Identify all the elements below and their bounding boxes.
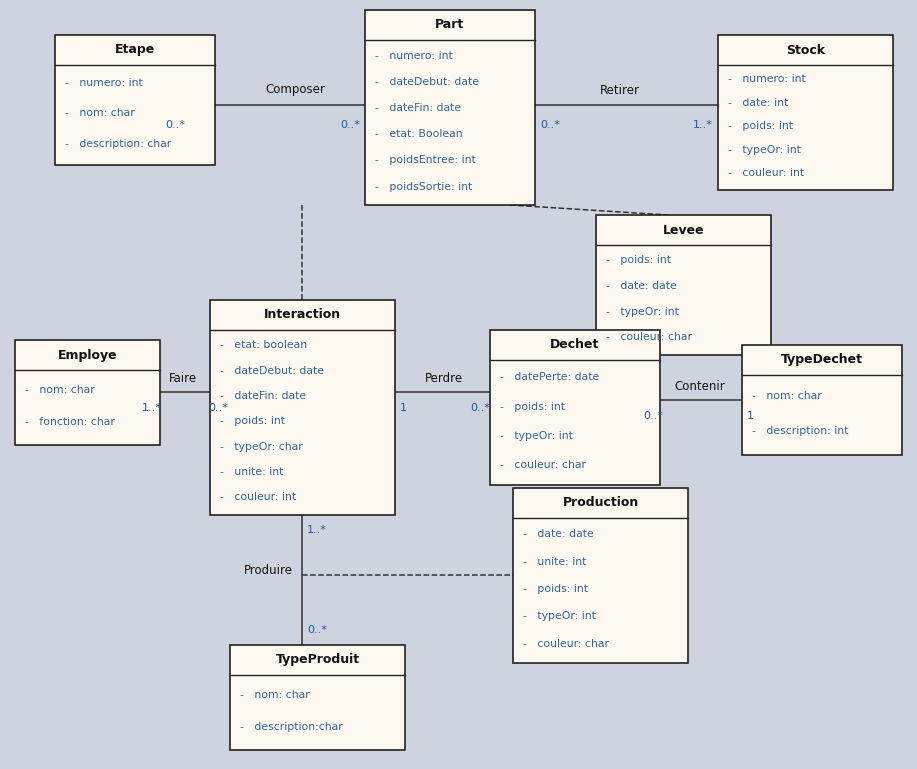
FancyBboxPatch shape (742, 345, 902, 455)
Text: -   numero: int: - numero: int (375, 51, 453, 61)
Text: Part: Part (436, 18, 465, 32)
Text: -   date: int: - date: int (728, 98, 789, 108)
Text: Perdre: Perdre (425, 371, 463, 384)
Text: 0..*: 0..* (540, 120, 560, 130)
Text: -   couleur: int: - couleur: int (728, 168, 804, 178)
FancyBboxPatch shape (365, 10, 535, 205)
Text: -   description: int: - description: int (752, 426, 848, 436)
Text: -   dateFin: date: - dateFin: date (375, 103, 461, 113)
Text: 1: 1 (746, 411, 754, 421)
Text: Contenir: Contenir (675, 379, 725, 392)
Text: -   couleur: char: - couleur: char (523, 639, 609, 649)
Text: Dechet: Dechet (550, 338, 600, 351)
FancyBboxPatch shape (210, 300, 395, 515)
Text: -   date: date: - date: date (523, 529, 593, 539)
Text: -   dateDebut: date: - dateDebut: date (220, 365, 324, 375)
Text: -   etat: boolean: - etat: boolean (220, 340, 307, 350)
Text: -   dateFin: date: - dateFin: date (220, 391, 306, 401)
Text: -   poids: int: - poids: int (523, 584, 588, 594)
FancyBboxPatch shape (15, 340, 160, 445)
Text: -   nom: char: - nom: char (25, 384, 94, 394)
Text: 0..*: 0..* (165, 120, 185, 130)
Text: Produire: Produire (244, 564, 293, 577)
Text: 0..*: 0..* (643, 411, 663, 421)
Text: 0..*: 0..* (470, 403, 490, 413)
Text: 0..*: 0..* (340, 120, 360, 130)
Text: -   description:char: - description:char (240, 722, 343, 732)
Text: -   description: char: - description: char (65, 138, 171, 148)
Text: Stock: Stock (786, 44, 825, 56)
Text: Retirer: Retirer (600, 84, 640, 96)
FancyBboxPatch shape (718, 35, 893, 190)
Text: -   nom: char: - nom: char (240, 690, 310, 700)
FancyBboxPatch shape (596, 215, 771, 355)
Text: -   datePerte: date: - datePerte: date (500, 372, 599, 382)
FancyBboxPatch shape (513, 488, 688, 663)
Text: 1..*: 1..* (307, 525, 327, 535)
Text: -   typeOr: char: - typeOr: char (220, 441, 303, 451)
Text: -   poids: int: - poids: int (220, 416, 285, 426)
Text: -   poids: int: - poids: int (606, 255, 671, 265)
Text: -   etat: Boolean: - etat: Boolean (375, 129, 462, 139)
Text: -   typeOr: int: - typeOr: int (728, 145, 801, 155)
Text: -   poidsEntree: int: - poidsEntree: int (375, 155, 476, 165)
Text: -   typeOr: int: - typeOr: int (500, 431, 573, 441)
Text: -   unite: int: - unite: int (220, 467, 283, 477)
Text: -   poids: int: - poids: int (500, 401, 565, 411)
Text: -   couleur: char: - couleur: char (500, 460, 586, 470)
Text: -   date: date: - date: date (606, 281, 677, 291)
Text: 0..*: 0..* (208, 403, 228, 413)
Text: 1..*: 1..* (693, 120, 713, 130)
Text: -   numero: int: - numero: int (65, 78, 143, 88)
FancyBboxPatch shape (230, 645, 405, 750)
Text: 0..*: 0..* (307, 625, 327, 635)
Text: 1: 1 (400, 403, 406, 413)
Text: Faire: Faire (169, 371, 197, 384)
Text: -   fonction: char: - fonction: char (25, 417, 115, 427)
Text: -   typeOr: int: - typeOr: int (606, 307, 679, 317)
Text: -   typeOr: int: - typeOr: int (523, 611, 596, 621)
Text: -   poidsSortie: int: - poidsSortie: int (375, 181, 472, 191)
Text: Interaction: Interaction (264, 308, 341, 321)
Text: -   couleur: char: - couleur: char (606, 332, 692, 342)
Text: -   numero: int: - numero: int (728, 74, 806, 84)
Text: -   nom: char: - nom: char (65, 108, 135, 118)
Text: -   nom: char: - nom: char (752, 391, 822, 401)
Text: Employe: Employe (58, 348, 117, 361)
Text: -   couleur: int: - couleur: int (220, 492, 296, 502)
Text: -   dateDebut: date: - dateDebut: date (375, 77, 479, 87)
Text: Etape: Etape (115, 44, 155, 56)
Text: Levee: Levee (663, 224, 704, 237)
Text: -   poids: int: - poids: int (728, 122, 793, 131)
Text: -   unite: int: - unite: int (523, 557, 586, 567)
Text: Production: Production (562, 497, 638, 510)
Text: 1..*: 1..* (142, 403, 162, 413)
Text: Composer: Composer (265, 84, 325, 96)
FancyBboxPatch shape (55, 35, 215, 165)
FancyBboxPatch shape (490, 330, 660, 485)
Text: TypeDechet: TypeDechet (781, 354, 863, 367)
Text: TypeProduit: TypeProduit (275, 654, 359, 667)
